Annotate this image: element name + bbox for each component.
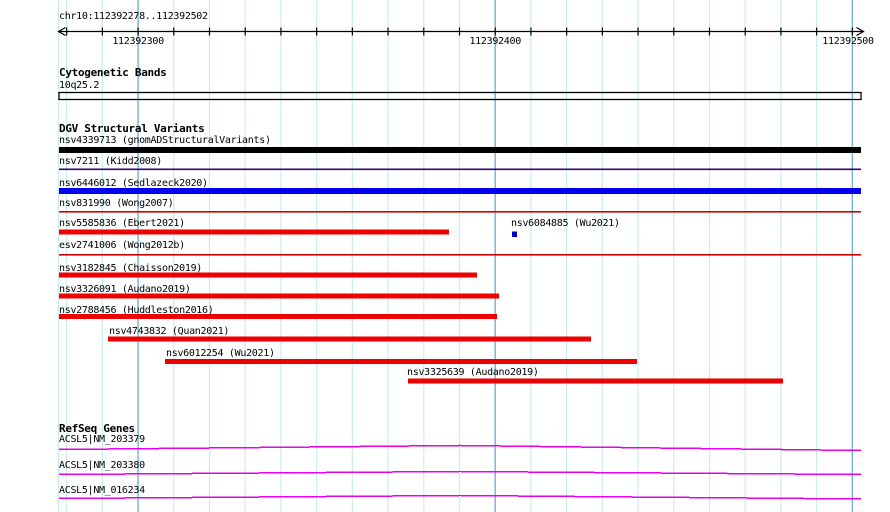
ruler-tick-label-112392300: 112392300 [112, 36, 164, 47]
variant-label-nsv4339713: nsv4339713 (gnomADStructuralVariants) [59, 135, 271, 146]
gene-label-NM_203380: ACSL5|NM_203380 [59, 459, 145, 471]
gene-line-NM_016234[interactable] [58, 494, 862, 500]
cytogenetic-band-label: 10q25.2 [59, 79, 100, 91]
variant-label-nsv3182845: nsv3182845 (Chaisson2019) [59, 262, 203, 274]
variant-bar-nsv6012254[interactable] [165, 359, 637, 364]
region-coordinates-title: chr10:112392278..112392502 [59, 11, 208, 22]
variant-bar-nsv2788456[interactable] [59, 314, 497, 319]
variant-bar-nsv5585836[interactable] [59, 229, 449, 235]
gene-label-NM_203379: ACSL5|NM_203379 [59, 434, 145, 445]
gene-label-NM_016234: ACSL5|NM_016234 [59, 484, 145, 496]
variant-bar-nsv3325639[interactable] [408, 378, 783, 384]
variant-label-nsv6084885: nsv6084885 (Wu2021) [511, 217, 620, 229]
variant-label-nsv6012254: nsv6012254 (Wu2021) [166, 347, 275, 359]
variant-bar-nsv3326091[interactable] [59, 293, 499, 299]
gene-line-NM_203380[interactable] [58, 470, 862, 476]
variant-label-nsv5585836: nsv5585836 (Ebert2021) [59, 217, 185, 229]
ruler-tick-label-112392500: 112392500 [822, 36, 874, 47]
variant-bar-nsv4743832[interactable] [108, 336, 591, 342]
variant-bar-nsv3182845[interactable] [59, 272, 477, 278]
variant-label-nsv831990: nsv831990 (Wong2007) [59, 198, 174, 209]
ruler-right-arrow-icon [856, 26, 865, 37]
variant-bar-nsv6446012[interactable] [59, 188, 861, 194]
variant-bar-nsv4339713[interactable] [59, 147, 861, 153]
variant-label-nsv2788456: nsv2788456 (Huddleston2016) [59, 304, 214, 316]
variant-label-nsv3325639: nsv3325639 (Audano2019) [407, 366, 539, 378]
variant-bar-nsv7211[interactable] [59, 168, 861, 171]
variant-label-nsv4743832: nsv4743832 (Quan2021) [109, 325, 230, 337]
gene-line-NM_203379[interactable] [58, 444, 862, 452]
variant-bar-nsv831990[interactable] [59, 211, 861, 213]
section-title-dgv-structural-variants: DGV Structural Variants [59, 122, 205, 135]
variant-label-nsv6446012: nsv6446012 (Sedlazeck2020) [59, 177, 208, 189]
ruler-tick-label-112392400: 112392400 [469, 36, 521, 47]
variant-label-nsv3326091: nsv3326091 (Audano2019) [59, 283, 191, 295]
variant-label-esv2741006: esv2741006 (Wong2012b) [59, 239, 185, 251]
variant-label-nsv7211: nsv7211 (Kidd2008) [59, 156, 162, 167]
section-title-cytogenetic-bands: Cytogenetic Bands [59, 66, 167, 79]
variant-bar-nsv6084885[interactable] [512, 231, 517, 238]
section-title-refseq-genes: RefSeq Genes [59, 421, 135, 435]
cytoband-box[interactable] [58, 91, 862, 101]
ruler-left-arrow-icon [57, 26, 66, 37]
variant-bar-esv2741006[interactable] [59, 254, 861, 256]
